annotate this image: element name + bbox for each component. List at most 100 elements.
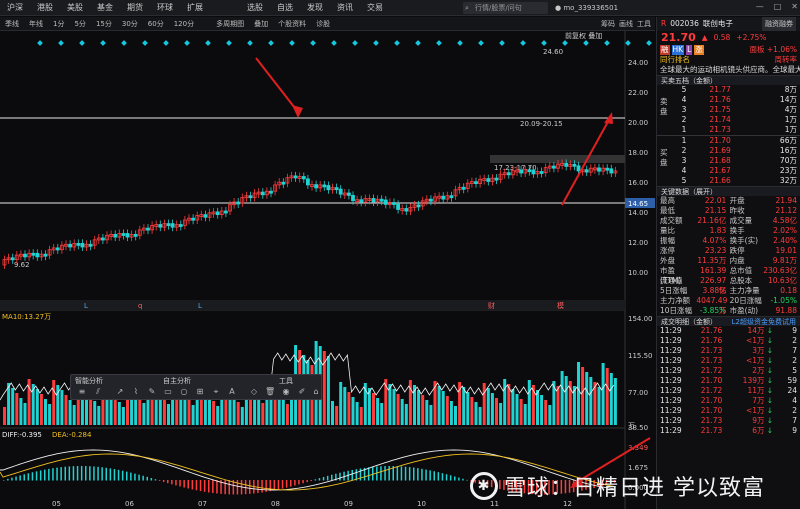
- user-account[interactable]: ● mo_339336501: [555, 4, 619, 12]
- candle-body: [6, 257, 11, 261]
- candle-body: [371, 198, 376, 203]
- orderbook-title[interactable]: 买卖五档（金额）: [657, 75, 800, 85]
- search-input[interactable]: ⌕ 行情/股票/问句: [463, 2, 548, 14]
- candle-body: [191, 217, 196, 221]
- candle-body: [355, 199, 360, 203]
- month-tick: 08: [271, 500, 280, 508]
- brush-tool-icon[interactable]: ✎: [148, 387, 156, 396]
- period-6[interactable]: 60分: [147, 19, 164, 28]
- chart-tool-1[interactable]: 画线: [619, 20, 633, 28]
- candle-body: [244, 195, 249, 199]
- trash-icon[interactable]: 🗑: [265, 387, 276, 396]
- candle-body: [449, 195, 454, 199]
- nav-item-10[interactable]: 发现: [307, 2, 323, 12]
- volume-bar: [273, 389, 277, 425]
- parallel-tool-icon[interactable]: ⫽: [96, 387, 100, 396]
- candle-body: [441, 195, 446, 200]
- nav-item-1[interactable]: 港股: [37, 2, 53, 12]
- rect-tool-icon[interactable]: ▭: [164, 387, 172, 396]
- nav-item-7[interactable]: [210, 0, 240, 16]
- period-9[interactable]: 多周期图: [216, 19, 245, 28]
- period-3[interactable]: 5分: [74, 19, 86, 28]
- candle-body: [535, 171, 540, 175]
- macd-bar: [376, 466, 378, 481]
- kline-chart[interactable]: 24.00 22.00 20.00 18.00 16.00 14.00 12.00 10.00…: [0, 31, 655, 509]
- nav-item-4[interactable]: 期货: [127, 2, 143, 12]
- nav-item-0[interactable]: 沪深: [7, 2, 23, 12]
- nav-item-11[interactable]: 资讯: [337, 2, 353, 12]
- ray-tool-icon[interactable]: ↗: [116, 387, 124, 396]
- period-4[interactable]: 15分: [95, 19, 112, 28]
- stats-title[interactable]: 关键数据（展开）: [657, 186, 800, 196]
- palette-icon[interactable]: ◉: [282, 387, 290, 396]
- volume-bar: [146, 379, 150, 425]
- maximize-icon[interactable]: □: [773, 2, 782, 11]
- line-tool-icon[interactable]: ≡: [78, 387, 86, 396]
- month-tick: 05: [52, 500, 61, 508]
- period-10[interactable]: 叠加: [254, 19, 269, 28]
- tools-label[interactable]: 工具: [279, 377, 293, 385]
- period-5[interactable]: 30分: [121, 19, 138, 28]
- chart-tool-0[interactable]: 筹码: [601, 20, 615, 28]
- volume-bar: [277, 394, 281, 425]
- volume-tick: 38.50: [628, 424, 648, 432]
- nav-item-5[interactable]: 环球: [157, 2, 173, 12]
- smart-analysis-label[interactable]: 智能分析: [75, 377, 103, 385]
- macd-bar: [335, 473, 337, 481]
- channel-tool-icon[interactable]: ⌇: [134, 387, 138, 396]
- nav-item-8[interactable]: 选股: [247, 2, 263, 12]
- macd-bar: [445, 474, 448, 481]
- period-0[interactable]: 季线: [5, 19, 19, 28]
- candle-body: [453, 189, 458, 197]
- macd-bar: [593, 480, 595, 489]
- gann-tool-icon[interactable]: ⌖: [213, 387, 219, 396]
- fib-tool-icon[interactable]: ⊞: [196, 387, 204, 396]
- macd-bar: [167, 480, 169, 484]
- volume-bar: [85, 391, 88, 425]
- period-11[interactable]: 个股资料: [278, 19, 307, 28]
- candle-body: [515, 169, 519, 173]
- candle-body: [101, 237, 105, 241]
- nav-item-9[interactable]: 自选: [277, 2, 293, 12]
- volume-bar: [552, 381, 556, 425]
- buy-book: 1 21.70 66万 2 21.69 16万 3 21.68 70万 4 21.67 23万 5 21.…: [657, 136, 800, 186]
- lock-icon[interactable]: ⌂: [313, 387, 319, 396]
- period-7[interactable]: 120分: [173, 19, 195, 28]
- nav-item-6[interactable]: 扩展: [187, 2, 203, 12]
- volume-bar: [388, 384, 392, 425]
- candle-body: [96, 237, 101, 241]
- chart-tool-2[interactable]: 工具: [637, 20, 651, 28]
- volume-bar: [232, 397, 236, 425]
- candle-body: [211, 211, 216, 215]
- nav-item-3[interactable]: 基金: [97, 2, 113, 12]
- period-12[interactable]: 诊股: [316, 19, 331, 28]
- macd-bar: [199, 480, 202, 492]
- pen-icon[interactable]: ✐: [298, 387, 306, 396]
- period-2[interactable]: 1分: [53, 19, 65, 28]
- candle-body: [334, 187, 339, 191]
- nav-item-12[interactable]: 交易: [367, 2, 383, 12]
- eraser-icon[interactable]: ◇: [250, 387, 258, 396]
- period-1[interactable]: 年线: [29, 19, 43, 28]
- candle-body: [51, 247, 56, 251]
- candle-body: [519, 169, 523, 174]
- candle-body: [523, 169, 528, 174]
- macd-bar: [298, 480, 300, 485]
- candle-body: [392, 202, 396, 205]
- margin-button[interactable]: 融资融券: [762, 17, 796, 31]
- annotation-arrow: [571, 437, 651, 486]
- self-analysis-label[interactable]: 自主分析: [163, 377, 191, 385]
- tick-row: 11:29 21.70 <1万 ↓ 2: [660, 406, 797, 415]
- volume-bar: [290, 380, 293, 425]
- price-tick: 16.00: [628, 179, 648, 187]
- nav-item-2[interactable]: 美股: [67, 2, 83, 12]
- candle-body: [129, 233, 134, 238]
- l2-promo-link[interactable]: L2超级资金免费试用: [731, 318, 796, 326]
- book-side-label: 卖盘: [660, 97, 668, 116]
- minimize-icon[interactable]: —: [755, 2, 764, 11]
- circle-tool-icon[interactable]: ○: [180, 387, 188, 396]
- ticks-title-text[interactable]: 成交明细（金额）: [661, 318, 717, 326]
- text-tool-icon[interactable]: A: [229, 387, 235, 396]
- right-info-panel: R 002036 联创电子 融资融券 21.70 ▲ 0.58 +2.75% 融…: [656, 17, 800, 509]
- close-icon[interactable]: ✕: [791, 2, 798, 11]
